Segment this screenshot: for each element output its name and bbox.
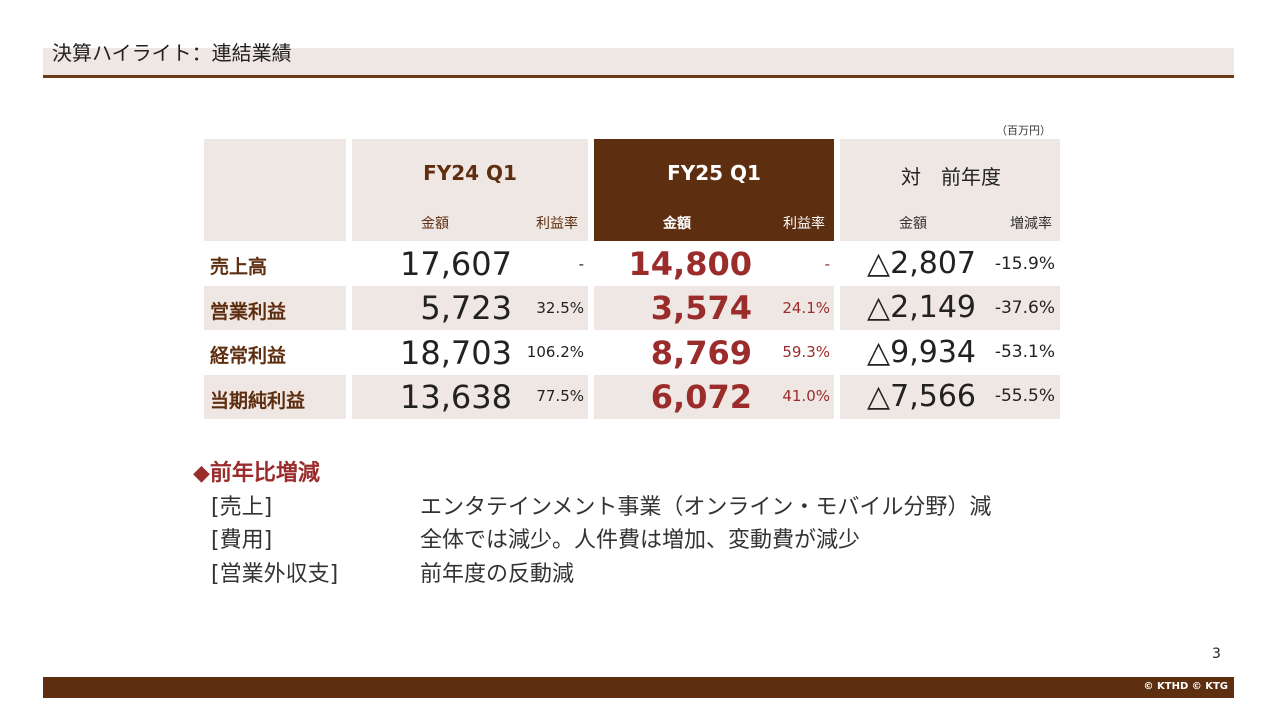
title-band (43, 48, 1234, 75)
row-label: 売上高 (210, 256, 268, 278)
fy24-rate: 77.5% (536, 387, 584, 405)
note-key-costs: [費用] (211, 528, 273, 553)
note-text-costs: 全体では減少。人件費は増加、変動費が減少 (420, 528, 861, 553)
fy24-header-cell: FY24 Q1 金額 利益率 (352, 139, 588, 241)
title-rule (43, 75, 1234, 78)
footer-band: © KTHD © KTG (43, 677, 1234, 698)
fy25-rate-label: 利益率 (783, 216, 825, 232)
fy25-header-cell: FY25 Q1 金額 利益率 (594, 139, 834, 241)
copyright: © KTHD © KTG (1143, 681, 1228, 692)
fy25-rate: 59.3% (782, 343, 830, 361)
yoy-header-cell: 対 前年度 金額 増減率 (840, 139, 1060, 241)
row-label: 当期純利益 (210, 390, 306, 412)
fy24-value: 5,723 (420, 289, 512, 327)
yoy-rate-label: 増減率 (1010, 216, 1052, 232)
fy25-value: 14,800 (628, 245, 752, 283)
row-shade (594, 286, 834, 330)
note-key-nonop: [営業外収支] (211, 562, 339, 587)
notes-heading: ◆前年比増減 (193, 461, 320, 486)
row-shade (840, 286, 1060, 330)
row-shade (204, 375, 346, 419)
row-shade (204, 286, 346, 330)
row-label: 経常利益 (210, 345, 287, 367)
row-shade (840, 375, 1060, 419)
fy24-rate: 32.5% (536, 299, 584, 317)
note-text-nonop: 前年度の反動減 (420, 562, 575, 587)
fy25-rate: - (824, 255, 830, 273)
note-key-sales: [売上] (211, 495, 273, 520)
yoy-rate: -53.1% (994, 342, 1055, 362)
yoy-amount-label: 金額 (899, 216, 927, 232)
yoy-rate: -37.6% (994, 298, 1055, 318)
fy24-rate: - (578, 255, 584, 273)
yoy-value: △2,149 (867, 290, 976, 325)
page-title: 決算ハイライト：連結業績 (52, 41, 292, 65)
yoy-value: △9,934 (867, 335, 976, 370)
note-text-sales: エンタテインメント事業（オンライン・モバイル分野）減 (420, 495, 992, 520)
page-number: 3 (1212, 646, 1221, 662)
yoy-value: △7,566 (867, 379, 976, 414)
fy24-amount-label: 金額 (421, 216, 449, 232)
fy25-amount-label: 金額 (663, 216, 691, 232)
yoy-rate: -55.5% (994, 386, 1055, 406)
fy25-rate: 24.1% (782, 299, 830, 317)
fy24-title: FY24 Q1 (423, 161, 517, 185)
row-shade (352, 375, 588, 419)
fy25-rate: 41.0% (782, 387, 830, 405)
yoy-rate: -15.9% (994, 254, 1055, 274)
unit-label: （百万円） (996, 124, 1051, 137)
fy25-title: FY25 Q1 (667, 161, 761, 185)
fy25-value: 6,072 (650, 378, 752, 416)
fy25-value: 8,769 (650, 334, 752, 372)
fy24-value: 13,638 (400, 378, 512, 416)
fy25-value: 3,574 (650, 289, 752, 327)
fy24-rate-label: 利益率 (536, 216, 578, 232)
fy24-rate: 106.2% (526, 343, 584, 361)
row-shade (594, 375, 834, 419)
table-corner-cell (204, 139, 346, 241)
fy24-value: 17,607 (400, 245, 512, 283)
yoy-value: △2,807 (867, 246, 976, 281)
row-shade (352, 286, 588, 330)
yoy-title: 対 前年度 (901, 165, 1001, 189)
row-label: 営業利益 (210, 301, 287, 323)
fy24-value: 18,703 (400, 334, 512, 372)
